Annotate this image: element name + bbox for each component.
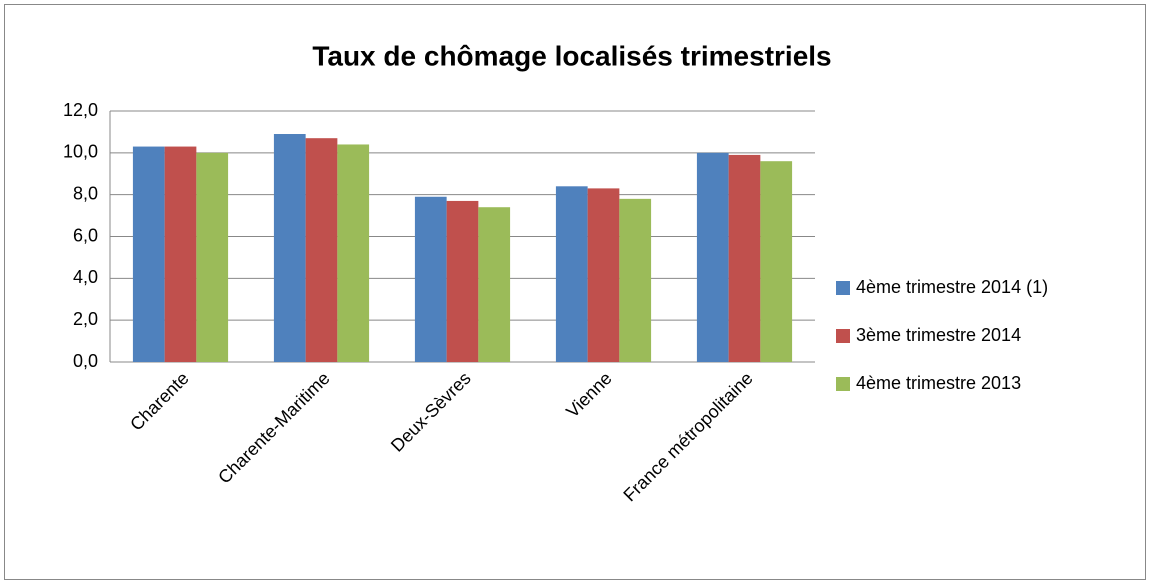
y-tick-label: 4,0 [73, 267, 98, 287]
bar [446, 200, 479, 362]
bar [696, 152, 729, 362]
bar [555, 186, 588, 362]
legend-swatch [836, 281, 850, 295]
y-tick-label: 8,0 [73, 183, 98, 203]
y-tick-label: 2,0 [73, 309, 98, 329]
legend-label: 4ème trimestre 2014 (1) [856, 277, 1048, 297]
bar [728, 154, 761, 362]
y-tick-label: 6,0 [73, 225, 98, 245]
bar [414, 196, 447, 362]
bar [164, 146, 197, 362]
legend-swatch [836, 329, 850, 343]
bar [619, 198, 652, 362]
bar [196, 152, 229, 362]
bar [132, 146, 165, 362]
y-tick-label: 0,0 [73, 351, 98, 371]
bar [587, 188, 620, 362]
legend-label: 3ème trimestre 2014 [856, 325, 1021, 345]
chart-title: Taux de chômage localisés trimestriels [312, 40, 831, 71]
bar [273, 134, 306, 362]
bar [305, 138, 338, 362]
bar [760, 161, 793, 362]
legend-swatch [836, 377, 850, 391]
y-tick-label: 10,0 [63, 142, 98, 162]
legend-label: 4ème trimestre 2013 [856, 373, 1021, 393]
y-tick-label: 12,0 [63, 100, 98, 120]
bar [478, 207, 511, 362]
bar [337, 144, 370, 362]
